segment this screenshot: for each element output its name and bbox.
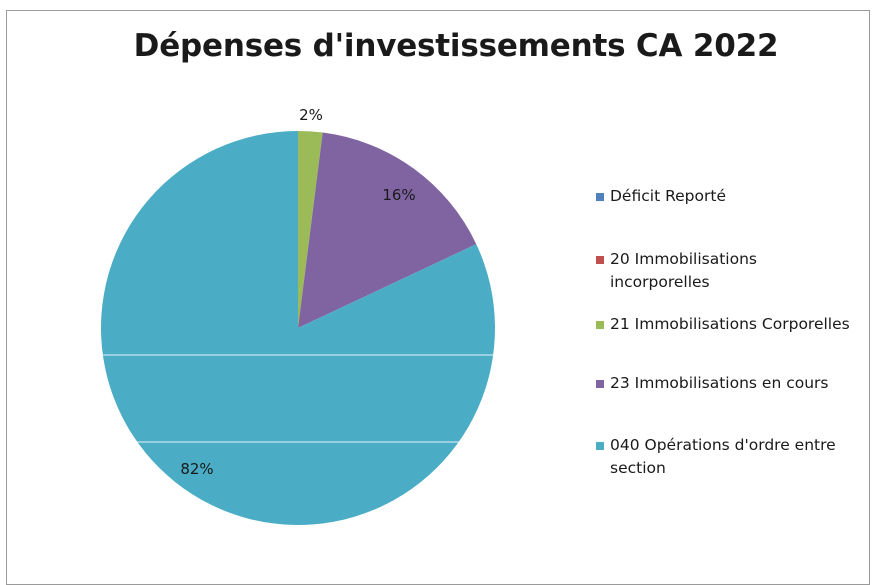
pie-data-label: 82% [180, 460, 213, 478]
legend-label: 23 Immobilisations en cours [610, 374, 829, 392]
legend-label: 20 Immobilisations incorporelles [610, 250, 758, 291]
legend-item-21-immobilisations: 21 Immobilisations Corporelles [596, 313, 866, 336]
legend-item-040-operations: 040 Opérations d'ordre entre section [596, 434, 866, 480]
pie-data-label: 16% [382, 186, 415, 204]
legend-item-deficit-reporte: Déficit Reporté [596, 185, 866, 208]
pie-slice-4 [298, 132, 477, 328]
legend-swatch [596, 442, 604, 450]
pie-data-label: 2% [299, 106, 323, 124]
chart-title: Dépenses d'investissements CA 2022 [133, 28, 779, 64]
legend-item-20-immobilisations: 20 Immobilisations incorporelles [596, 248, 866, 294]
pie-slice-5 [100, 131, 496, 525]
pie-slices [100, 131, 496, 525]
legend-label: 21 Immobilisations Corporelles [610, 315, 850, 333]
pie-data-labels: 2% 16% 82% [180, 106, 415, 478]
legend-swatch [596, 380, 604, 388]
legend-item-23-immobilisations: 23 Immobilisations en cours [596, 372, 866, 395]
legend-swatch [596, 321, 604, 329]
legend-label: 040 Opérations d'ordre entre section [610, 436, 836, 477]
legend-swatch [596, 256, 604, 264]
pie-slice-3 [298, 131, 323, 328]
legend-swatch [596, 193, 604, 201]
legend-label: Déficit Reporté [610, 187, 726, 205]
